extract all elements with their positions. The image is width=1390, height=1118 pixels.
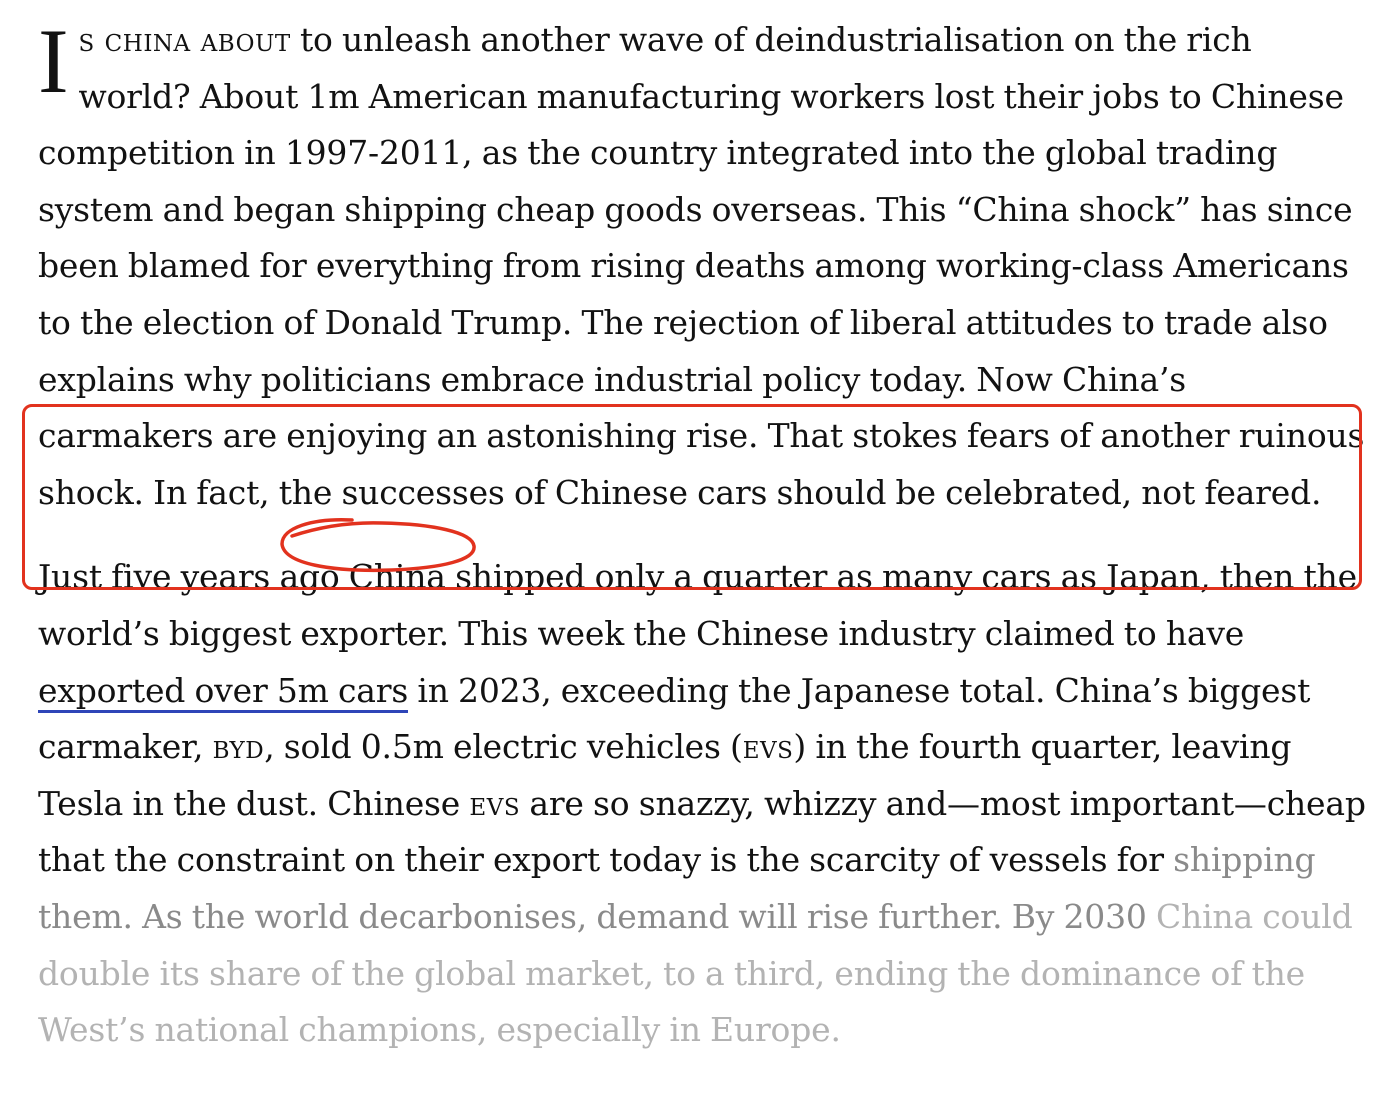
paragraph-1-text: to unleash another wave of deindustriali…	[38, 20, 1353, 399]
paragraph-2: Just five years ago China shipped only a…	[38, 549, 1368, 1058]
highlighted-text: today. Now China’s carmakers are enjoyin…	[38, 359, 1365, 512]
paragraph-2-text-5: are so snazzy, whizzy and—most important…	[38, 783, 1366, 880]
paragraph-2-text-1: Just five years ago China shipped only a…	[38, 557, 1357, 653]
paragraph-2-text-3: , sold 0.5m electric vehicles (	[264, 727, 743, 767]
exported-cars-link[interactable]: exported over 5m cars	[38, 670, 408, 713]
lead-in-small-caps: s china about	[78, 20, 291, 59]
paragraph-2-text-4: ) in the fourth quarter, leaving Tesla i…	[38, 727, 1292, 823]
byd-abbr: byd	[212, 727, 265, 767]
evs-abbr-2: evs	[469, 783, 521, 823]
faded-text-1: shipping them. As the world decarbonises…	[38, 840, 1316, 936]
paragraph-2-text-2: in 2023, exceeding the Japanese total. C…	[38, 670, 1311, 767]
circled-text: not feared.	[1141, 472, 1322, 512]
faded-text-2: China could double its share of the glob…	[38, 896, 1353, 1050]
drop-cap: I	[38, 10, 69, 112]
evs-abbr: evs	[742, 727, 794, 767]
